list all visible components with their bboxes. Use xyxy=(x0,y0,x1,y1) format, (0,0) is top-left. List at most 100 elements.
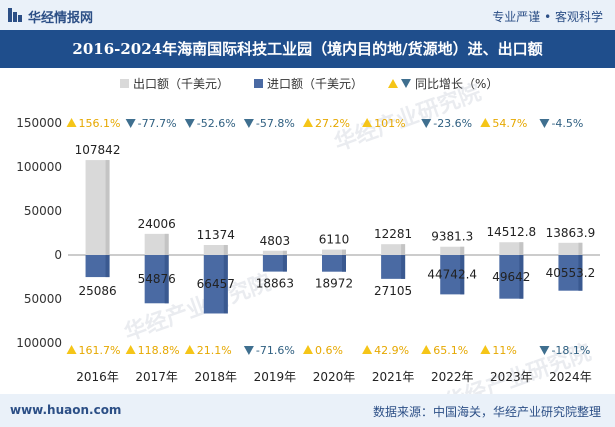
export-value-label: 107842 xyxy=(75,143,121,157)
x-category-label: 2019年 xyxy=(254,370,297,384)
export-growth-icon xyxy=(66,118,77,127)
chart-title: 2016-2024年海南国际科技工业园（境内目的地/货源地）进、出口额 xyxy=(72,40,543,58)
import-value-label: 40553.2 xyxy=(546,266,596,280)
import-bar xyxy=(85,255,110,278)
x-axis: 2016年 2017年 2018年 2019年 2020年 2021年 2022年 2023年… xyxy=(76,370,591,384)
import-growth-label: -71.6% xyxy=(256,344,295,357)
import-growth-icon xyxy=(125,345,136,354)
import-value-label: 49642 xyxy=(492,270,530,284)
export-value-label: 4803 xyxy=(260,234,291,248)
import-growth-icon xyxy=(66,345,77,354)
export-bar-shade xyxy=(519,242,524,255)
export-growth-label: 156.1% xyxy=(79,117,121,130)
brand-name: 华经情报网 xyxy=(28,11,94,26)
legend-item-import: 进口额（千美元） xyxy=(254,74,363,94)
import-growth-icon xyxy=(303,345,313,354)
growth-layer: 156.1% 161.7% -77.7% 118.8% -52.6% 21.1% -57.8… xyxy=(66,117,590,357)
export-growth-label: 54.7% xyxy=(492,117,527,130)
export-growth-icon xyxy=(303,118,313,127)
import-growth-icon xyxy=(184,345,195,354)
legend-swatch-export xyxy=(120,79,129,88)
import-bar-shade xyxy=(105,255,110,278)
export-growth-label: 101% xyxy=(374,117,405,130)
export-growth-icon xyxy=(362,118,373,127)
export-bar-shade xyxy=(282,250,287,255)
legend-item-growth: 同比增长（%） xyxy=(388,74,498,94)
import-growth-label: 11% xyxy=(492,344,516,357)
import-bar xyxy=(381,255,406,279)
x-category-label: 2020年 xyxy=(313,370,356,384)
y-tick-label: 100000 xyxy=(16,336,62,350)
import-bar-shade xyxy=(401,255,406,279)
export-growth-label: -23.6% xyxy=(433,117,472,130)
export-value-label: 11374 xyxy=(197,228,235,242)
y-tick-label: 50000 xyxy=(24,292,62,306)
growth-triangles-icon xyxy=(388,79,411,88)
x-category-label: 2021年 xyxy=(372,370,415,384)
export-growth-icon xyxy=(480,118,491,127)
import-growth-label: 21.1% xyxy=(197,344,232,357)
import-growth-label: 161.7% xyxy=(79,344,121,357)
import-value-label: 18972 xyxy=(315,277,353,291)
bar-chart: 150000 100000 50000 0 50000 100000 107842 2508… xyxy=(16,116,600,384)
top-bar: 华经情报网 专业严谨 • 客观科学 xyxy=(0,0,615,30)
import-bar xyxy=(322,255,346,272)
import-value-label: 44742.4 xyxy=(427,268,477,282)
import-growth-label: 0.6% xyxy=(315,344,343,357)
import-bar-shade xyxy=(578,255,583,291)
import-bar-shade xyxy=(519,255,524,299)
import-value-label: 18863 xyxy=(256,277,294,291)
import-value-label: 27105 xyxy=(374,284,412,298)
export-growth-icon xyxy=(539,119,550,128)
export-value-label: 12281 xyxy=(374,227,412,241)
export-bar-shade xyxy=(578,242,583,255)
export-bar-shade xyxy=(105,160,110,255)
x-category-label: 2016年 xyxy=(76,370,119,384)
export-bar-shade xyxy=(223,244,228,255)
export-growth-icon xyxy=(421,119,432,128)
legend-item-export: 出口额（千美元） xyxy=(120,74,229,94)
import-growth-label: 118.8% xyxy=(138,344,180,357)
footer-bar: www.huaon.com 数据来源：中国海关，华经产业研究院整理 xyxy=(0,394,615,427)
export-bar-shade xyxy=(342,249,346,255)
brand-slogan: 专业严谨 • 客观科学 xyxy=(492,10,603,24)
export-growth-label: -57.8% xyxy=(256,117,295,130)
x-category-label: 2023年 xyxy=(490,370,533,384)
export-bar xyxy=(322,249,346,255)
bars-layer xyxy=(85,160,583,314)
export-bar xyxy=(440,246,465,255)
import-bar-shade xyxy=(164,255,169,304)
x-category-label: 2024年 xyxy=(549,370,592,384)
import-value-label: 54876 xyxy=(138,272,176,286)
import-bar xyxy=(262,255,287,272)
export-bar xyxy=(262,250,287,255)
import-bar-shade xyxy=(282,255,287,272)
import-growth-label: 65.1% xyxy=(433,344,468,357)
import-growth-icon xyxy=(362,345,373,354)
export-bar xyxy=(558,242,583,255)
export-bar-shade xyxy=(164,233,169,255)
export-value-label: 14512.8 xyxy=(487,225,537,239)
website-link[interactable]: www.huaon.com xyxy=(10,403,122,417)
export-growth-label: 27.2% xyxy=(315,117,350,130)
import-growth-icon xyxy=(243,346,254,355)
y-tick-label: 50000 xyxy=(24,204,62,218)
export-value-label: 6110 xyxy=(319,233,350,247)
export-bar xyxy=(499,242,524,255)
export-value-label: 13863.9 xyxy=(546,226,596,240)
export-growth-icon xyxy=(243,119,254,128)
legend-swatch-import xyxy=(254,79,263,88)
legend-label-export: 出口额（千美元） xyxy=(133,77,230,91)
export-growth-icon xyxy=(125,119,136,128)
export-bar-shade xyxy=(460,246,465,255)
import-growth-icon xyxy=(539,346,550,355)
y-tick-label: 0 xyxy=(54,248,62,262)
export-bar-shade xyxy=(401,244,406,255)
export-value-label: 24006 xyxy=(138,217,176,231)
import-bar-shade xyxy=(223,255,228,314)
export-growth-label: -4.5% xyxy=(551,117,583,130)
export-bar xyxy=(381,244,406,255)
export-growth-icon xyxy=(184,119,195,128)
import-growth-icon xyxy=(480,345,491,354)
